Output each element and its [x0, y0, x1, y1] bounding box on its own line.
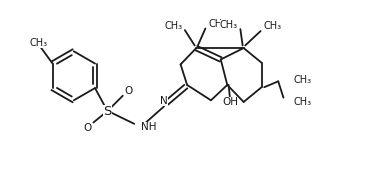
Text: CH₃: CH₃ [29, 38, 47, 48]
Text: OH: OH [222, 97, 238, 107]
Text: CH₃: CH₃ [263, 22, 281, 31]
Text: N: N [160, 96, 168, 106]
Text: O: O [83, 123, 91, 133]
Text: NH: NH [141, 122, 156, 132]
Text: CH₃: CH₃ [164, 20, 182, 31]
Text: S: S [103, 105, 112, 118]
Text: CH₃: CH₃ [293, 97, 312, 107]
Text: CH₃: CH₃ [220, 20, 238, 30]
Text: CH₃: CH₃ [293, 75, 312, 85]
Text: O: O [124, 85, 132, 96]
Text: CH₃: CH₃ [208, 19, 226, 29]
